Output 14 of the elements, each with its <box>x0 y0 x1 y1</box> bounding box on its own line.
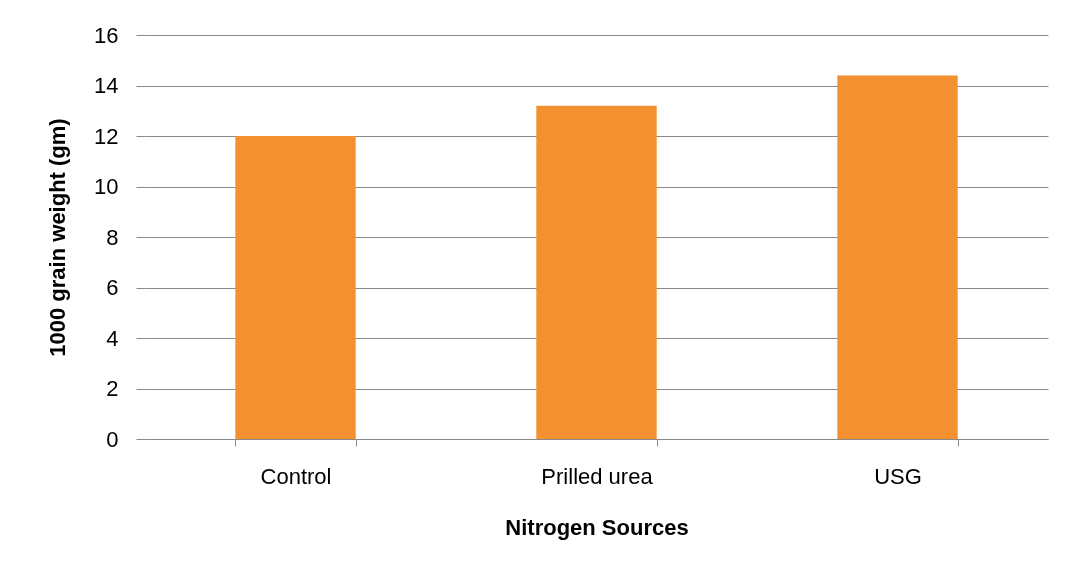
x-tick-label: Prilled urea <box>541 463 654 489</box>
y-tick-label: 2 <box>106 376 119 401</box>
y-tick-label: 12 <box>94 123 119 149</box>
y-tick-label: 6 <box>106 275 119 300</box>
y-tick-label: 14 <box>94 73 119 98</box>
x-axis-title: Nitrogen Sources <box>505 514 689 540</box>
x-tick-label: Control <box>260 463 332 489</box>
y-tick-label: 4 <box>106 325 119 351</box>
x-tick-label: USG <box>874 463 922 489</box>
y-axis-title: 1000 grain weight (gm) <box>45 118 71 357</box>
y-tick-label: 10 <box>94 174 119 199</box>
y-tick-label: 0 <box>106 426 119 452</box>
y-tick-label: 8 <box>106 224 119 250</box>
y-tick-label: 16 <box>94 22 119 48</box>
